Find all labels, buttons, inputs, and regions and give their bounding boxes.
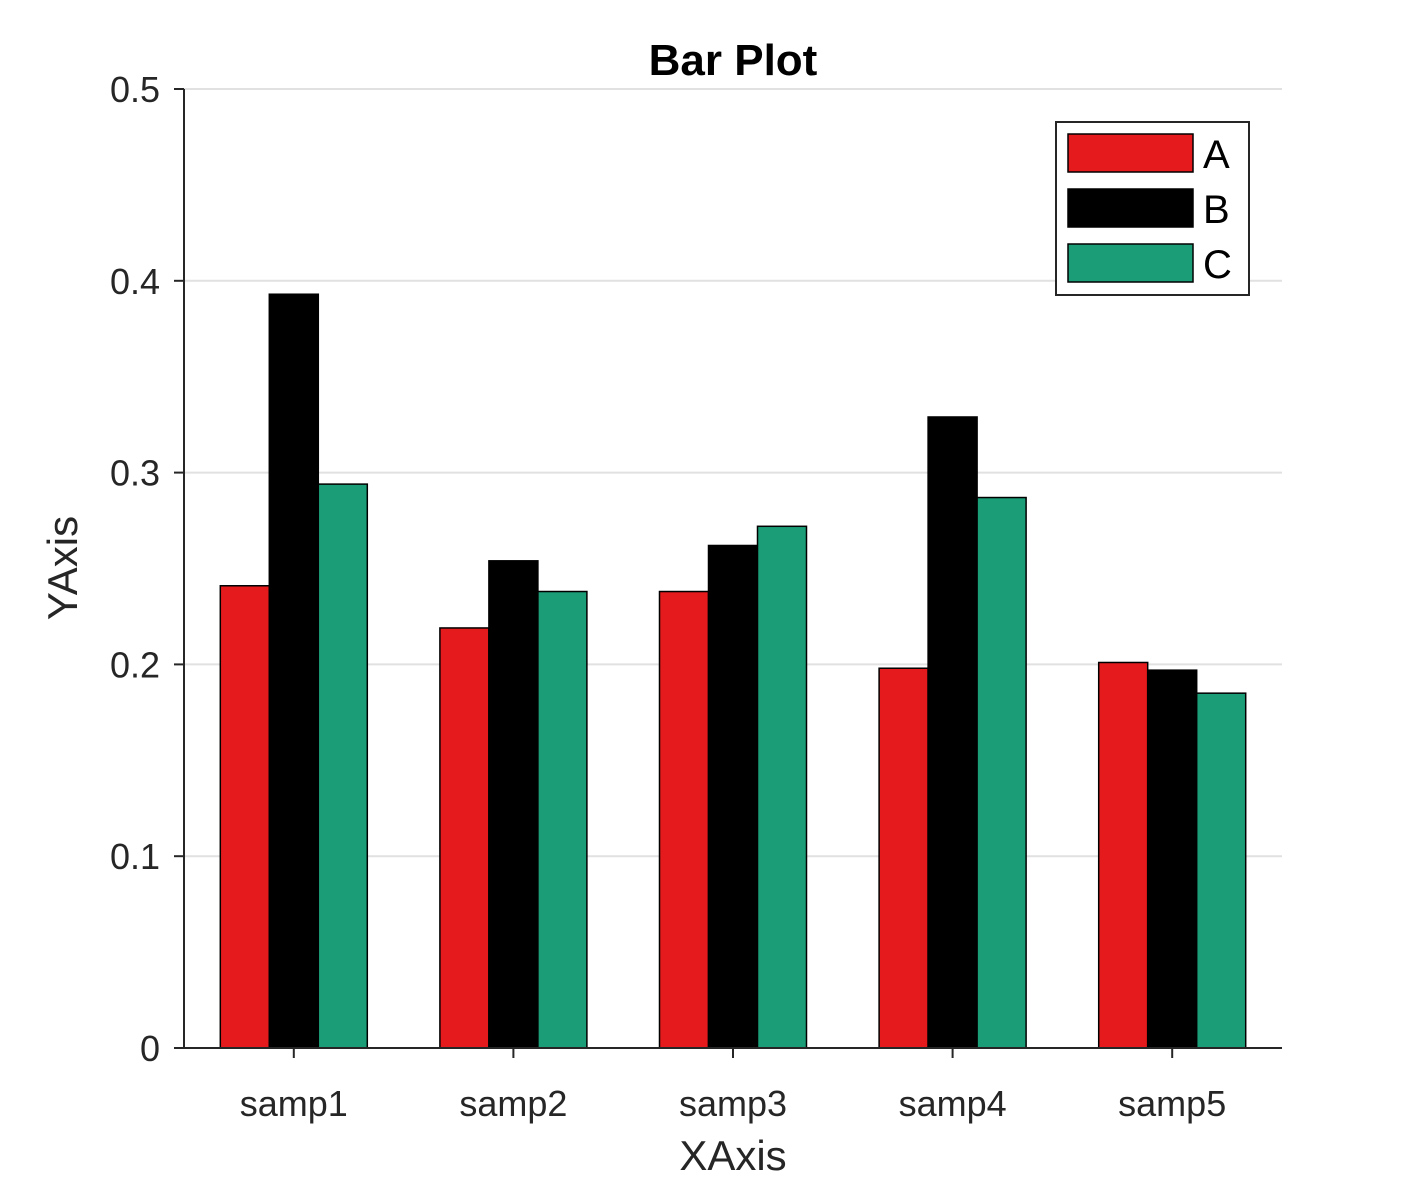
bar-A-samp4 <box>878 667 929 1049</box>
bar-B-samp3 <box>707 544 759 1049</box>
x-tick-label: samp1 <box>240 1083 348 1124</box>
bar-A-samp5 <box>1097 661 1149 1049</box>
y-tick-label: 0.3 <box>110 453 160 494</box>
x-tick-label: samp3 <box>679 1083 787 1124</box>
axes: 0 0.1 0.2 0.3 0.4 0.5 samp1 samp2 samp3 samp4 samp… <box>110 69 1282 1124</box>
legend-label-B: B <box>1203 188 1230 232</box>
x-tick-label: samp5 <box>1118 1083 1226 1124</box>
legend-label-A: A <box>1203 133 1230 177</box>
legend-swatch-A <box>1067 133 1194 173</box>
y-tick-label: 0 <box>140 1028 160 1069</box>
bar-A-samp3 <box>658 590 710 1049</box>
y-tick-label: 0.2 <box>110 644 160 685</box>
bar-B-samp4 <box>927 416 978 1049</box>
bar-C-samp4 <box>976 496 1027 1049</box>
x-tick-label: samp2 <box>459 1083 567 1124</box>
legend-swatch-B <box>1067 188 1194 228</box>
y-tick-label: 0.4 <box>110 261 160 302</box>
x-axis-label: XAxis <box>679 1132 786 1179</box>
y-axis-label: YAxis <box>39 516 86 620</box>
y-tick-label: 0.5 <box>110 69 160 110</box>
legend-label-C: C <box>1203 243 1232 287</box>
chart-title: Bar Plot <box>649 36 818 85</box>
legend: ABC <box>1055 121 1250 296</box>
legend-swatch-C <box>1067 243 1194 283</box>
bar-C-samp2 <box>537 590 588 1049</box>
x-tick-label: samp4 <box>899 1083 1007 1124</box>
bar-C-samp5 <box>1195 692 1247 1049</box>
bar-B-samp5 <box>1146 669 1198 1049</box>
bar-C-samp1 <box>317 483 369 1049</box>
bar-B-samp1 <box>268 293 320 1049</box>
bar-C-samp3 <box>756 525 808 1049</box>
bar-A-samp2 <box>439 627 490 1049</box>
y-tick-label: 0.1 <box>110 836 160 877</box>
bar-A-samp1 <box>219 585 271 1049</box>
bar-B-samp2 <box>488 560 539 1049</box>
bars <box>219 293 1247 1049</box>
